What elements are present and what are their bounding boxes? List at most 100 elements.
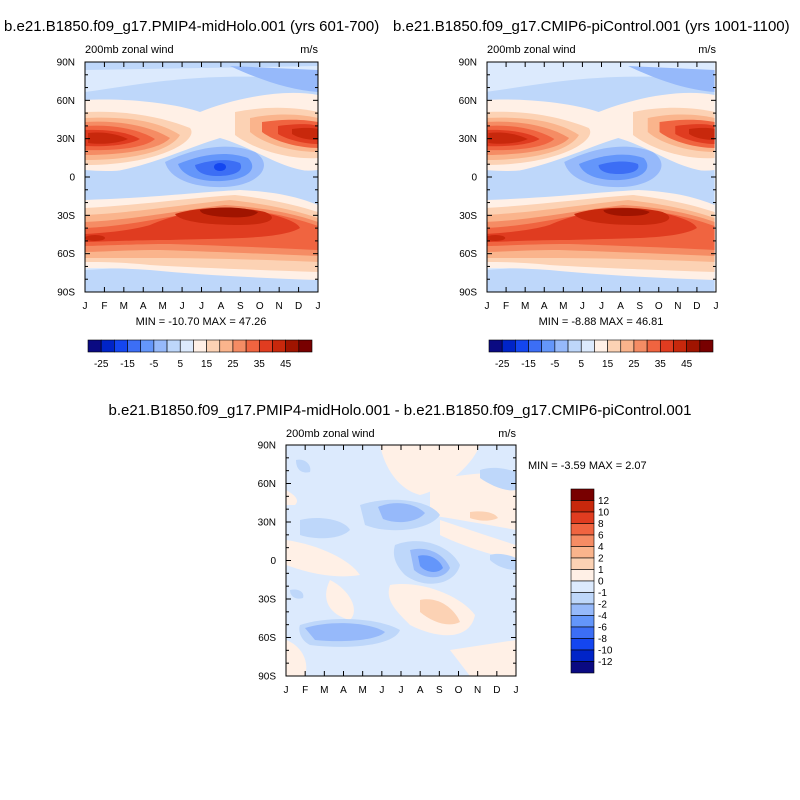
panel-difference-y-tick-label: 30N <box>258 518 276 529</box>
panel-midholo-colorbar-box <box>219 339 234 353</box>
panel-picontrol-colorbar-box <box>567 339 582 353</box>
panel-midholo-colorbar-label: 25 <box>227 359 239 370</box>
panel-midholo-colorbar-label: -25 <box>94 359 109 370</box>
panel-picontrol-field <box>487 62 715 292</box>
panel-picontrol-colorbar-box <box>620 339 635 353</box>
panel-midholo-colorbar-label: 45 <box>280 359 292 370</box>
panel-difference-colorbar-box <box>570 569 595 582</box>
panel-picontrol-y-tick-label: 30S <box>459 211 477 222</box>
panel-difference-colorbar-label: 0 <box>598 577 604 588</box>
panel-picontrol-colorbar-box <box>515 339 529 353</box>
panel-midholo-x-tick-label: S <box>237 301 244 312</box>
panel-midholo-colorbar-box <box>285 339 300 353</box>
panel-difference-colorbar-box <box>570 661 595 674</box>
panel-picontrol-x-tick-label: J <box>714 301 719 312</box>
panel-difference-units: m/s <box>498 428 516 440</box>
panel-midholo-x-tick-label: J <box>199 301 204 312</box>
panel-difference-colorbar-box <box>570 546 595 559</box>
panel-difference-colorbar-label: 6 <box>598 531 604 542</box>
panel-picontrol-colorbar-box <box>607 339 622 353</box>
panel-picontrol-colorbar-label: 25 <box>628 359 640 370</box>
panel-difference-x-tick-label: M <box>358 685 366 696</box>
panel-picontrol-y-tick-label: 60S <box>459 249 477 260</box>
panel-difference-colorbar-box <box>570 649 595 662</box>
panel-difference-y-tick-label: 30S <box>258 595 276 606</box>
panel-midholo-colorbar-box <box>298 339 313 353</box>
panel-midholo-colorbar-label: 35 <box>254 359 266 370</box>
panel-difference-field <box>286 445 516 676</box>
panel-difference-colorbar-label: -10 <box>598 646 613 657</box>
panel-difference-x-tick-label: F <box>302 685 308 696</box>
panel-difference-colorbar-label: -1 <box>598 588 607 599</box>
panel-midholo-x-tick-label: A <box>140 301 147 312</box>
panel-difference-x-tick-label: A <box>417 685 424 696</box>
panel-difference-colorbar-label: 4 <box>598 542 604 553</box>
panel-midholo-y-tick-label: 0 <box>69 173 75 184</box>
panel-picontrol-colorbar-box <box>646 339 661 353</box>
panel-midholo-x-tick-label: A <box>218 301 225 312</box>
panel-midholo-x-tick-label: M <box>158 301 166 312</box>
panel-midholo-y-tick-label: 30S <box>57 211 75 222</box>
panel-difference-colorbar-box <box>570 488 595 501</box>
panel-difference-colorbar-box <box>570 511 595 524</box>
panel-difference-colorbar-label: 8 <box>598 519 604 530</box>
panel-difference-minmax: MIN = -3.59 MAX = 2.07 <box>528 460 647 472</box>
panel-picontrol-y-tick-label: 90S <box>459 288 477 299</box>
panel-difference-colorbar-label: 12 <box>598 496 610 507</box>
panel-picontrol-colorbar-box <box>633 339 648 353</box>
panel-difference-x-tick-label: M <box>320 685 328 696</box>
panel-picontrol-colorbar-label: -5 <box>550 359 559 370</box>
panel-midholo-colorbar-label: 15 <box>201 359 213 370</box>
panel-picontrol-x-tick-label: S <box>636 301 643 312</box>
panel-picontrol-colorbar-box <box>541 339 556 353</box>
panel-picontrol-colorbar-box <box>554 339 569 353</box>
panel-difference-x-tick-label: A <box>340 685 347 696</box>
panel-picontrol-minmax: MIN = -8.88 MAX = 46.81 <box>539 316 664 328</box>
panel-midholo-colorbar-label: -15 <box>120 359 135 370</box>
panel-difference-x-tick-label: O <box>455 685 463 696</box>
panel-difference-colorbar-box <box>570 500 595 513</box>
panel-difference-colorbar-box <box>570 638 595 651</box>
panel-picontrol-y-tick-label: 0 <box>471 173 477 184</box>
panel-picontrol-colorbar-box <box>594 339 608 353</box>
panel-difference-title: 200mb zonal wind <box>286 428 375 440</box>
panel-picontrol-units: m/s <box>698 44 716 56</box>
panel-difference-colorbar-label: -8 <box>598 634 607 645</box>
panel-midholo-colorbar-box <box>114 339 128 353</box>
panel-midholo-colorbar-box <box>193 339 207 353</box>
panel-midholo-colorbar-box <box>87 339 102 353</box>
panel-midholo-colorbar-box <box>100 339 115 353</box>
panel-difference-colorbar-box <box>570 523 595 536</box>
panel-difference-x-tick-label: N <box>474 685 481 696</box>
panel-difference-x-tick-label: J <box>284 685 289 696</box>
panel-difference-x-tick-label: D <box>493 685 500 696</box>
panel-picontrol-colorbar-label: -15 <box>521 359 536 370</box>
panel-picontrol-colorbar-box <box>686 339 701 353</box>
panel-difference-colorbar-label: -2 <box>598 600 607 611</box>
panel-picontrol-x-tick-label: M <box>559 301 567 312</box>
panel-midholo-colorbar-box <box>232 339 247 353</box>
panel-difference-x-tick-label: J <box>514 685 519 696</box>
panel-picontrol-x-tick-label: J <box>580 301 585 312</box>
panel-difference-colorbar-label: 2 <box>598 554 604 565</box>
panel-picontrol-y-tick-label: 30N <box>459 134 477 145</box>
panel-midholo-y-tick-label: 60S <box>57 249 75 260</box>
panel-picontrol-x-tick-label: J <box>599 301 604 312</box>
panel-picontrol-colorbar-box <box>528 339 543 353</box>
panel-picontrol-colorbar-label: 5 <box>578 359 584 370</box>
panel-midholo-colorbar-label: 5 <box>177 359 183 370</box>
panel-midholo-field <box>85 62 318 292</box>
panel-difference-colorbar-box <box>570 580 595 593</box>
panel-picontrol-colorbar-box <box>673 339 687 353</box>
panel-picontrol-x-tick-label: O <box>655 301 663 312</box>
panel-picontrol-x-tick-label: F <box>503 301 509 312</box>
panel-midholo-x-tick-label: M <box>120 301 128 312</box>
panel-picontrol-colorbar-box <box>488 339 503 353</box>
panel-midholo-colorbar-box <box>127 339 142 353</box>
panel-midholo-colorbar-label: -5 <box>149 359 158 370</box>
panel-midholo-minmax: MIN = -10.70 MAX = 47.26 <box>136 316 267 328</box>
panel-picontrol-x-tick-label: D <box>693 301 700 312</box>
panel-picontrol-colorbar-box <box>659 339 674 353</box>
panel-midholo-units: m/s <box>300 44 318 56</box>
panel-difference-y-tick-label: 60S <box>258 633 276 644</box>
